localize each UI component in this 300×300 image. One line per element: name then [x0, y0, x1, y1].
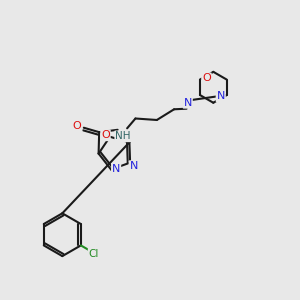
Text: N: N: [184, 98, 192, 108]
Text: O: O: [101, 130, 110, 140]
Text: N: N: [130, 161, 138, 171]
Text: N: N: [112, 164, 120, 174]
Text: NH: NH: [115, 131, 131, 141]
Text: N: N: [217, 91, 225, 101]
Text: O: O: [73, 121, 82, 131]
Text: Cl: Cl: [88, 249, 99, 259]
Text: O: O: [202, 74, 211, 83]
